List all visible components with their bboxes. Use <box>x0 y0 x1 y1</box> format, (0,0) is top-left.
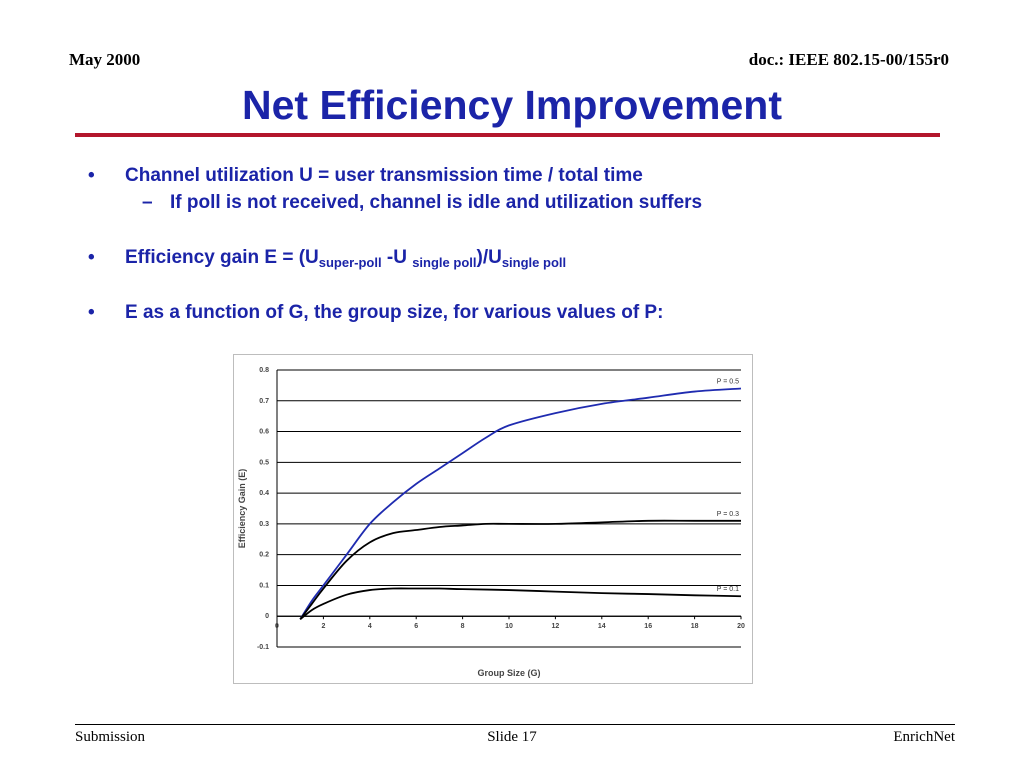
formula-sub-single-poll: single poll <box>412 255 477 270</box>
formula-close: )/U <box>476 247 502 268</box>
sub-bullet-text: If poll is not received, channel is idle… <box>170 192 703 213</box>
footer-slide-number: Slide 17 <box>487 729 537 745</box>
slide-title: Net Efficiency Improvement <box>242 82 782 128</box>
y-tick-label: 0 <box>265 613 269 620</box>
footer-rule <box>75 724 955 725</box>
formula-prefix: Efficiency gain E = (U <box>125 247 319 268</box>
footer-org: EnrichNet <box>893 729 955 745</box>
x-tick-label: 2 <box>321 623 325 630</box>
x-tick-label: 8 <box>461 623 465 630</box>
series-line-p-0-5 <box>299 387 742 620</box>
x-tick-label: 12 <box>552 623 560 630</box>
x-tick-label: 20 <box>737 623 745 630</box>
y-tick-label: 0.6 <box>259 429 269 436</box>
bullet-efficiency-gain: • Efficiency gain E = (Usuper-poll -U sin… <box>88 247 566 270</box>
x-tick-label: 16 <box>644 623 652 630</box>
x-tick-label: 4 <box>368 623 372 630</box>
y-tick-label: 0.2 <box>259 552 269 559</box>
y-tick-label: 0.8 <box>259 367 269 374</box>
efficiency-chart: -0.1 0 0.1 0.2 0.3 0.4 0.5 0.6 0.7 0.8 0 2 4 6 8 10 12 14… <box>237 367 745 678</box>
bullet-e-function: • E as a function of G, the group size, f… <box>88 302 663 324</box>
footer-submission: Submission <box>75 729 146 745</box>
header-doc-id: doc.: IEEE 802.15-00/155r0 <box>748 50 949 69</box>
series-label: P = 0.5 <box>717 378 739 385</box>
series-line-p-0-1 <box>299 587 742 621</box>
bullet-channel-utilization: • Channel utilization U = user transmissi… <box>88 165 643 187</box>
x-tick-label: 0 <box>275 623 279 630</box>
header-date: May 2000 <box>69 50 141 69</box>
series-line-p-0-3 <box>299 519 741 620</box>
x-tick-label: 18 <box>691 623 699 630</box>
bullet-icon: • <box>88 302 95 323</box>
dash-icon: – <box>142 192 153 213</box>
y-tick-label: 0.4 <box>259 490 269 497</box>
bullet-text: Channel utilization U = user transmissio… <box>125 165 643 186</box>
title-underline <box>75 133 940 137</box>
series-label: P = 0.3 <box>717 511 739 518</box>
chart-frame <box>233 354 753 684</box>
x-axis-title: Group Size (G) <box>478 668 541 678</box>
y-tick-label: 0.5 <box>259 459 269 466</box>
bullet-icon: • <box>88 247 95 268</box>
y-tick-label: 0.7 <box>259 398 269 405</box>
formula-mid: -U <box>381 247 413 268</box>
bullet-text: E as a function of G, the group size, fo… <box>125 302 664 323</box>
formula-sub-super-poll: super-poll <box>318 255 382 270</box>
sub-bullet-poll: – If poll is not received, channel is idl… <box>142 192 702 214</box>
bullet-icon: • <box>88 165 95 186</box>
x-tick-label: 14 <box>598 623 606 630</box>
x-tick-label: 6 <box>414 623 418 630</box>
formula-sub-single-poll-denominator: single poll <box>501 255 567 270</box>
y-tick-label: 0.1 <box>259 582 269 589</box>
y-tick-label: 0.3 <box>259 521 269 528</box>
series-label: P = 0.1 <box>717 586 739 593</box>
x-tick-label: 10 <box>505 623 513 630</box>
y-axis-title: Efficiency Gain (E) <box>237 469 247 549</box>
y-tick-label: -0.1 <box>257 644 269 651</box>
